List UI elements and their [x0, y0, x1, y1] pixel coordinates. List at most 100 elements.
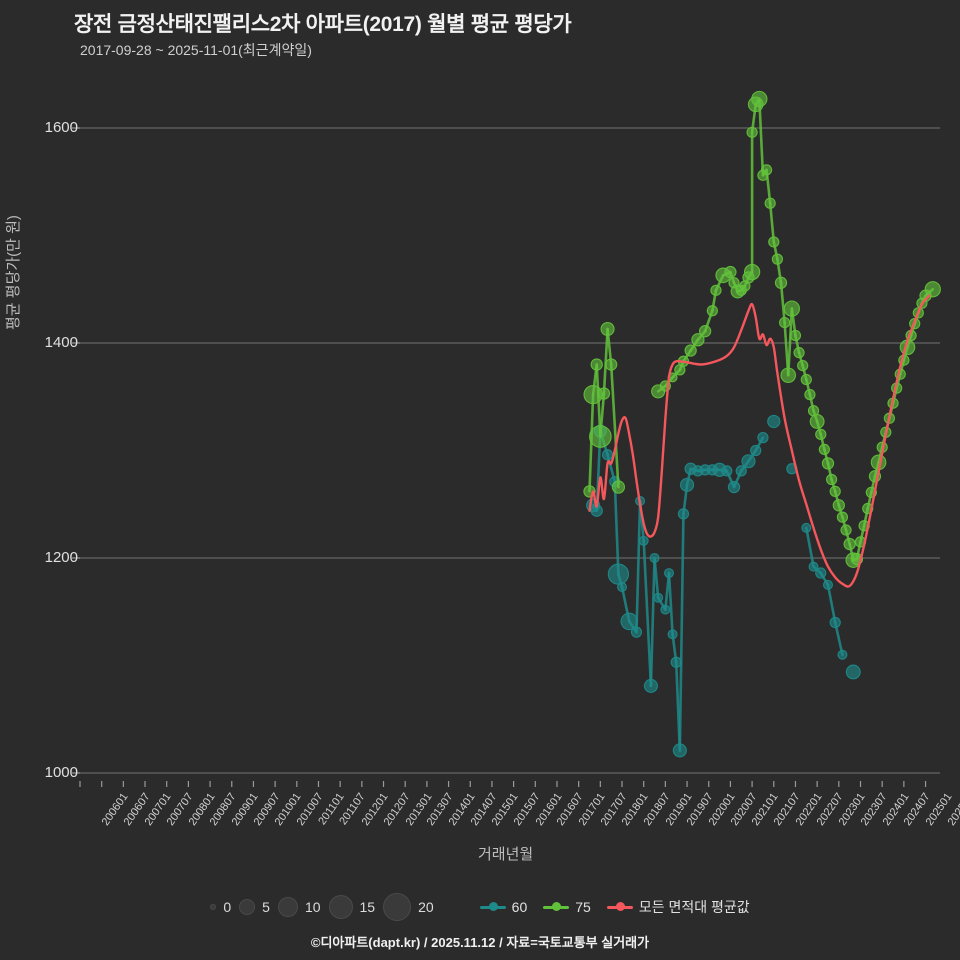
data-point	[735, 465, 747, 477]
data-point	[843, 537, 856, 551]
series-segment	[805, 526, 815, 568]
series-75	[583, 90, 941, 568]
series-segment	[602, 327, 609, 395]
legend: 0 5 10 15 20 60 75 모든 면적대 평균값	[0, 890, 960, 924]
data-point	[757, 431, 769, 444]
data-point	[793, 347, 805, 359]
data-point	[664, 568, 674, 579]
page-title: 장전 금정산태진팰리스2차 아파트(2017) 월별 평균 평당가	[74, 13, 572, 36]
data-point	[721, 465, 733, 477]
series-segment	[779, 281, 786, 324]
series-color-swatch	[479, 902, 506, 911]
data-point	[774, 276, 788, 289]
data-point	[829, 616, 841, 629]
series-segment	[642, 539, 653, 688]
series-legend-label: 75	[575, 899, 591, 915]
data-point	[601, 449, 614, 461]
series-segment	[667, 571, 674, 636]
data-point	[667, 629, 678, 640]
series-segment	[609, 363, 620, 489]
series-line	[588, 294, 931, 588]
data-point	[743, 263, 761, 281]
data-point	[823, 579, 833, 590]
series-legend: 60 75 모든 면적대 평균값	[479, 897, 750, 917]
series-모든 면적대 평균값	[588, 294, 931, 588]
footer: ©디아파트(dapt.kr) / 2025.11.12 / 자료=국토교통부 실…	[0, 932, 960, 951]
data-point	[818, 443, 830, 456]
data-point	[589, 425, 612, 448]
bubble-size-legend: 0 5 10 15 20	[210, 893, 434, 921]
bubble-size-label: 20	[418, 899, 434, 915]
data-point	[607, 563, 630, 585]
data-point	[672, 743, 687, 758]
bubble-size-label: 15	[359, 899, 376, 915]
data-point	[808, 561, 819, 572]
data-point	[760, 164, 773, 176]
data-point	[789, 329, 802, 342]
data-point	[840, 524, 852, 536]
y-tick-label: 1600	[44, 119, 78, 136]
bubble-size-dot	[277, 897, 298, 917]
bubble-size-item: 20	[383, 893, 434, 921]
data-point	[821, 457, 835, 470]
data-point	[768, 236, 780, 248]
data-point	[670, 656, 682, 668]
data-point	[764, 197, 776, 209]
series-legend-item-모든 면적대 평균값[interactable]: 모든 면적대 평균값	[606, 897, 750, 917]
data-point	[727, 480, 741, 494]
data-point	[653, 592, 664, 603]
series-legend-item-60[interactable]: 60	[479, 899, 528, 915]
data-point	[751, 90, 768, 108]
data-point	[767, 414, 781, 429]
series-segment	[678, 512, 685, 752]
series-segment	[653, 556, 660, 600]
bubble-size-item: 15	[328, 895, 376, 919]
series-segment	[768, 201, 776, 244]
data-point	[600, 321, 615, 337]
data-point	[590, 358, 603, 371]
data-point	[660, 604, 671, 615]
data-point	[741, 454, 756, 469]
y-tick-label: 1000	[44, 764, 78, 781]
data-point	[710, 284, 722, 296]
data-point	[630, 626, 643, 638]
data-point	[643, 678, 658, 693]
series-legend-label: 60	[511, 899, 528, 915]
series-60	[586, 414, 861, 758]
data-point	[780, 367, 797, 384]
data-point	[845, 664, 861, 680]
series-segment	[649, 556, 656, 688]
x-axis-label: 거래년월	[478, 846, 534, 863]
bubble-size-dot	[239, 899, 256, 915]
data-point	[706, 305, 718, 317]
series-segment	[613, 480, 620, 576]
bubble-size-dot	[383, 893, 412, 921]
series-segment	[635, 499, 642, 634]
series-legend-item-75[interactable]: 75	[543, 899, 591, 915]
data-point	[684, 344, 697, 357]
bubble-size-label: 0	[223, 899, 232, 915]
data-point	[829, 485, 841, 497]
data-point	[797, 359, 809, 372]
data-point	[649, 553, 660, 563]
data-point	[698, 325, 712, 338]
bubble-size-item: 5	[239, 899, 270, 915]
data-point	[924, 281, 941, 298]
data-point	[620, 612, 639, 631]
data-point	[677, 508, 690, 520]
bubble-size-dot	[328, 895, 353, 919]
series-color-swatch	[606, 902, 633, 911]
data-point	[832, 499, 845, 512]
y-tick-label: 1200	[44, 549, 78, 566]
series-segment	[786, 307, 794, 377]
data-point	[750, 444, 762, 457]
data-point	[617, 582, 627, 593]
data-point	[724, 265, 737, 279]
footer-credit: ©디아파트(dapt.kr) / 2025.11.12 / 자료=국토교통부 실…	[310, 935, 650, 950]
data-point	[809, 414, 825, 429]
data-point	[779, 316, 791, 329]
data-point	[680, 477, 695, 492]
data-point	[746, 126, 758, 138]
